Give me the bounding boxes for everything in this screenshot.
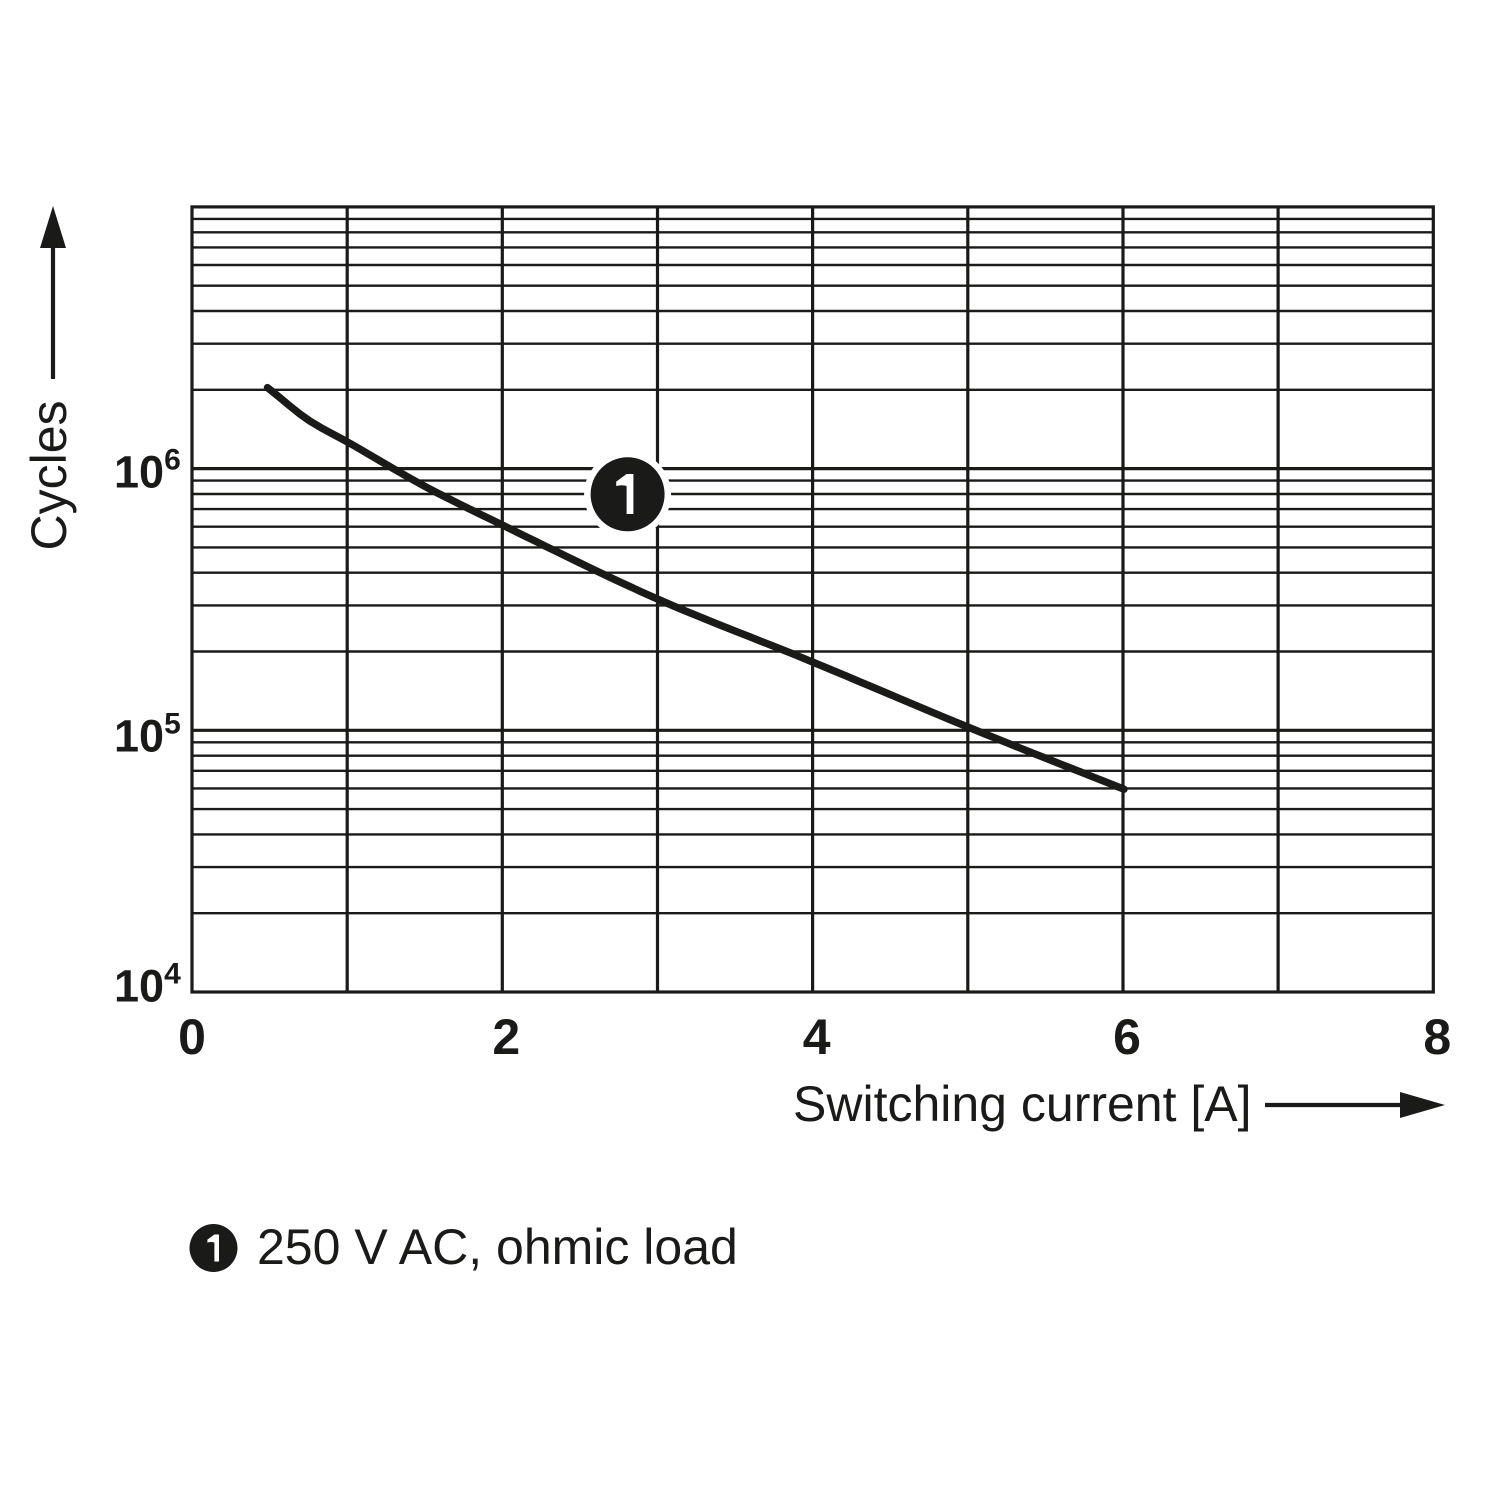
svg-text:0: 0 [178, 1009, 206, 1065]
svg-text:6: 6 [1113, 1009, 1141, 1065]
svg-text:Cycles: Cycles [21, 400, 77, 550]
svg-text:4: 4 [803, 1009, 831, 1065]
svg-text:106: 106 [114, 444, 181, 498]
svg-text:250 V AC, ohmic load: 250 V AC, ohmic load [257, 1219, 738, 1275]
svg-text:Switching current [A]: Switching current [A] [793, 1076, 1252, 1132]
svg-text:2: 2 [492, 1009, 520, 1065]
svg-text:8: 8 [1423, 1009, 1451, 1065]
